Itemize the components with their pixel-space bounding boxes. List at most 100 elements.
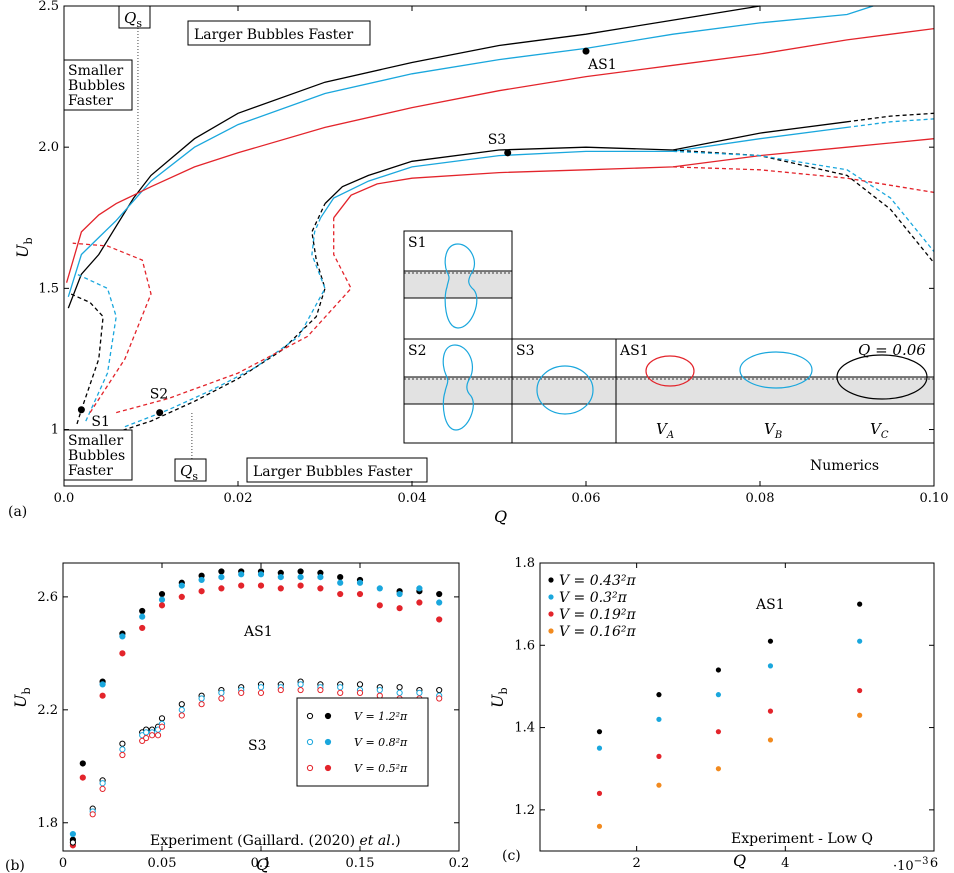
y-tick-label: 1.8: [514, 556, 535, 571]
point-s3-black: [119, 740, 126, 747]
point-s3-red: [277, 686, 284, 694]
point-s3-red: [356, 689, 364, 696]
point-as1-cyan: [119, 633, 126, 640]
point-as1-red: [356, 590, 364, 598]
legend-marker-c: [548, 577, 554, 583]
inset-s3: S3: [511, 338, 617, 444]
point-as1-black: [139, 607, 146, 615]
point-s3-black: [356, 681, 364, 688]
point-s3-cyan: [178, 706, 185, 713]
point-as1-cyan: [297, 574, 304, 581]
bubble-va-shape: [645, 355, 695, 387]
legend-marker-filled: [324, 764, 332, 772]
curve-cyan-s2-s3-dashed: [124, 217, 326, 428]
point-as1-cyan: [317, 574, 324, 581]
x-tick-label: 0.15: [346, 856, 375, 871]
legend-marker-open: [306, 712, 314, 720]
point-red: [857, 687, 863, 694]
svg-text:Larger Bubbles Faster: Larger Bubbles Faster: [194, 27, 354, 43]
point-as1-black: [337, 574, 344, 581]
panel-c-axes: 2 4 6 1.2 1.4 1.6 1.8: [514, 556, 938, 871]
inset-s1: S1: [403, 230, 513, 340]
point-s3-cyan: [396, 689, 403, 696]
svg-text:Q = 0.06: Q = 0.06: [858, 341, 926, 359]
x-tick-label: 0.2: [449, 856, 470, 871]
point-orange: [857, 712, 863, 718]
point-s3-red: [257, 689, 265, 696]
point-s3-red: [89, 811, 96, 818]
y-tick-label: 1.5: [38, 281, 59, 296]
point-s1: [77, 406, 85, 414]
svg-text:Faster: Faster: [68, 463, 113, 479]
svg-text:Bubbles: Bubbles: [68, 448, 125, 464]
point-as1-red: [139, 624, 146, 632]
x-tick-label: 0.1: [251, 856, 272, 871]
curve-black-s1-s2-dashed: [70, 293, 104, 425]
svg-text:Qs: Qs: [180, 462, 198, 483]
curve-red-s3-solid: [333, 138, 935, 219]
point-s3-black: [396, 684, 403, 691]
panel-c-x-exponent: ·10−3: [893, 856, 928, 873]
y-tick-label: 1.8: [37, 816, 58, 831]
curve-red-s3-tail-dashed: [672, 166, 935, 194]
y-tick-label: 1.2: [514, 803, 535, 818]
point-as1-cyan: [198, 576, 205, 584]
point-as1-black: [297, 568, 304, 575]
curve-red-as1-solid: [65, 27, 935, 283]
branch-label-s3-b: S3: [248, 738, 267, 754]
bubble-vb-shape: [739, 351, 813, 389]
legend-marker-open: [306, 738, 314, 746]
x-tick-label: 2: [633, 856, 641, 871]
curve-red-s2-s3-dashed: [116, 217, 352, 414]
curve-cyan-s1-s2-dashed: [76, 273, 117, 422]
point-as1-cyan: [376, 585, 383, 592]
point-as1-red: [178, 593, 185, 600]
curve-black-s2-s3-dashed: [115, 203, 326, 434]
point-as1-red: [277, 585, 284, 592]
point-black: [857, 601, 863, 607]
point-as1-red: [297, 582, 304, 589]
panel-b-axes: 0 0.05 0.1 0.15 0.2 1.8 2.2 2.6: [37, 563, 469, 871]
panel-c-ylabel: Ub: [488, 687, 510, 708]
legend-entry-b: V = 1.2²π: [354, 710, 408, 723]
x-tick-label: 0.05: [148, 856, 177, 871]
point-cyan: [857, 638, 863, 644]
x-tick-label: 6: [930, 856, 938, 871]
y-tick-label: 1.6: [514, 638, 535, 653]
panel-c-label: (c): [502, 848, 521, 864]
point-as1-red: [99, 692, 106, 699]
point-s3-cyan: [297, 681, 304, 688]
point-s3-red: [317, 686, 324, 694]
inset-as1: AS1 Q = 0.06 VA VB VC: [615, 338, 935, 444]
bubble-s1-shape: [444, 243, 478, 329]
svg-text:Smaller: Smaller: [68, 433, 123, 449]
svg-text:Bubbles: Bubbles: [68, 78, 125, 94]
point-as1-black: [158, 590, 166, 598]
point-as1-cyan: [396, 590, 403, 598]
legend-marker-c: [548, 628, 554, 634]
legend-entry-c: V = 0.19²π: [559, 607, 637, 623]
point-as1-cyan: [158, 596, 166, 603]
point-as1-red: [119, 650, 126, 657]
panel-c-points: [596, 601, 863, 829]
point-s3-black: [178, 701, 185, 708]
x-tick-label: 0.08: [746, 491, 775, 506]
point-cyan: [656, 716, 662, 722]
point-s3-cyan: [119, 746, 126, 753]
bubble-s3-shape: [536, 365, 594, 415]
svg-text:Faster: Faster: [68, 93, 113, 109]
point-as1-black: [436, 590, 443, 598]
svg-text:Qs: Qs: [124, 9, 142, 30]
point-as1-cyan: [99, 681, 106, 688]
legend-marker-open: [306, 764, 314, 772]
branch-label-as1-c: AS1: [755, 597, 785, 613]
point-as1-cyan: [69, 830, 77, 838]
point-s3: [504, 149, 512, 157]
point-as1-red: [436, 616, 443, 623]
point-black: [596, 729, 603, 735]
point-cyan: [767, 663, 774, 669]
svg-text:S2: S2: [408, 343, 427, 359]
svg-text:Smaller: Smaller: [68, 63, 123, 79]
legend-marker-filled: [324, 712, 332, 720]
panel-a-frame: [63, 5, 935, 487]
